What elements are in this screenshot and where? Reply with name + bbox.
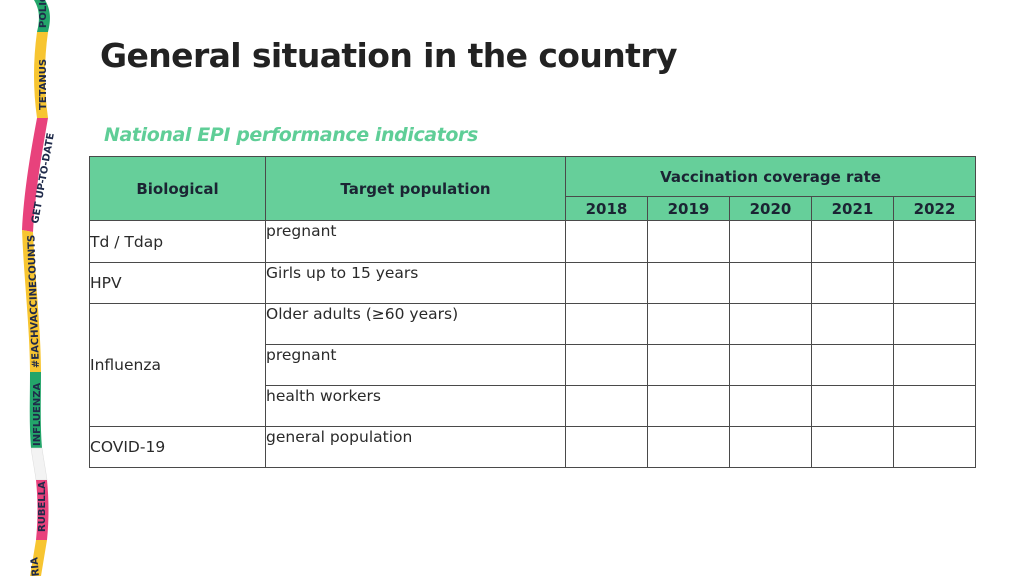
cell-coverage-2019 [647,426,730,468]
cell-coverage-2020 [729,344,812,386]
header-year: 2019 [647,196,730,221]
cell-coverage-2019 [647,262,730,304]
cell-target-population: Older adults (≥60 years) [265,303,566,345]
cell-coverage-2019 [647,385,730,427]
cell-coverage-2018 [565,426,648,468]
cell-coverage-2022 [892,262,977,304]
cell-biological: Td / Tdap [89,220,266,263]
ribbon-segment-green-top [34,0,50,32]
table-row: HPV Girls up to 15 years [89,262,977,304]
ribbon-segment-green [29,372,42,448]
cell-target-population: pregnant [265,220,566,263]
cell-target-population: health workers [265,385,566,427]
cell-coverage-2021 [811,303,894,345]
ribbon-label-polio: POLIO [38,0,49,28]
ribbon-label-ria: RIA [29,556,42,576]
ribbon-segment-pink-bottom [36,480,49,540]
cell-coverage-2021 [811,426,894,468]
cell-coverage-2020 [729,426,812,468]
cell-biological: HPV [89,262,266,304]
cell-coverage-2022 [892,426,977,468]
header-target-population: Target population [265,156,566,221]
cell-biological: Influenza [89,303,266,427]
cell-coverage-2022 [892,220,977,263]
cell-coverage-2022 [892,385,977,427]
cell-coverage-2020 [729,385,812,427]
epi-indicators-table: Biological Target population Vaccination… [89,156,977,468]
cell-coverage-2018 [565,344,648,386]
cell-coverage-2018 [565,262,648,304]
table-row: Influenza Older adults (≥60 years) [89,303,977,427]
ribbon-label-eachvaccinecounts: #EACHVACCINECOUNTS [26,235,42,369]
decorative-ribbon: POLIO TETANUS GET UP-TO-DATE #EACHVACCIN… [22,0,57,576]
cell-coverage-2022 [892,303,977,345]
table-row: COVID-19 general population [89,426,977,468]
cell-coverage-2018 [565,385,648,427]
cell-coverage-2020 [729,262,812,304]
ribbon-label-tetanus: TETANUS [38,59,49,110]
cell-target-population: general population [265,426,566,468]
header-biological: Biological [89,156,266,221]
ribbon-segment-yellow-bottom [30,540,47,576]
cell-coverage-2021 [811,220,894,263]
ribbon-segment-white [30,447,48,481]
section-subtitle: National EPI performance indicators [104,124,478,146]
table-row: pregnant [90,344,977,386]
header-year: 2018 [565,196,648,221]
cell-coverage-2021 [811,262,894,304]
ribbon-segment-yellow-long [22,230,41,372]
cell-target-population: Girls up to 15 years [265,262,566,304]
cell-coverage-2020 [729,220,812,263]
header-vaccination-coverage-rate: Vaccination coverage rate [564,156,977,197]
page-title: General situation in the country [100,36,678,75]
cell-target-population: pregnant [265,344,566,386]
cell-coverage-2018 [565,220,648,263]
cell-coverage-2019 [647,220,730,263]
cell-coverage-2019 [647,344,730,386]
cell-coverage-2021 [811,385,894,427]
table-row: Td / Tdap pregnant [89,220,977,263]
cell-coverage-2021 [811,344,894,386]
ribbon-segment-pink [22,118,48,232]
cell-biological: COVID-19 [89,426,266,468]
header-year: 2021 [811,196,894,221]
ribbon-label-rubella: RUBELLA [37,481,48,532]
cell-coverage-2020 [729,303,812,345]
cell-coverage-2019 [647,303,730,345]
ribbon-label-influenza: INFLUENZA [32,382,43,446]
cell-coverage-2018 [565,303,648,345]
header-year: 2022 [892,196,977,221]
header-year: 2020 [729,196,812,221]
cell-coverage-2022 [892,344,977,386]
ribbon-segment-yellow [34,32,48,118]
